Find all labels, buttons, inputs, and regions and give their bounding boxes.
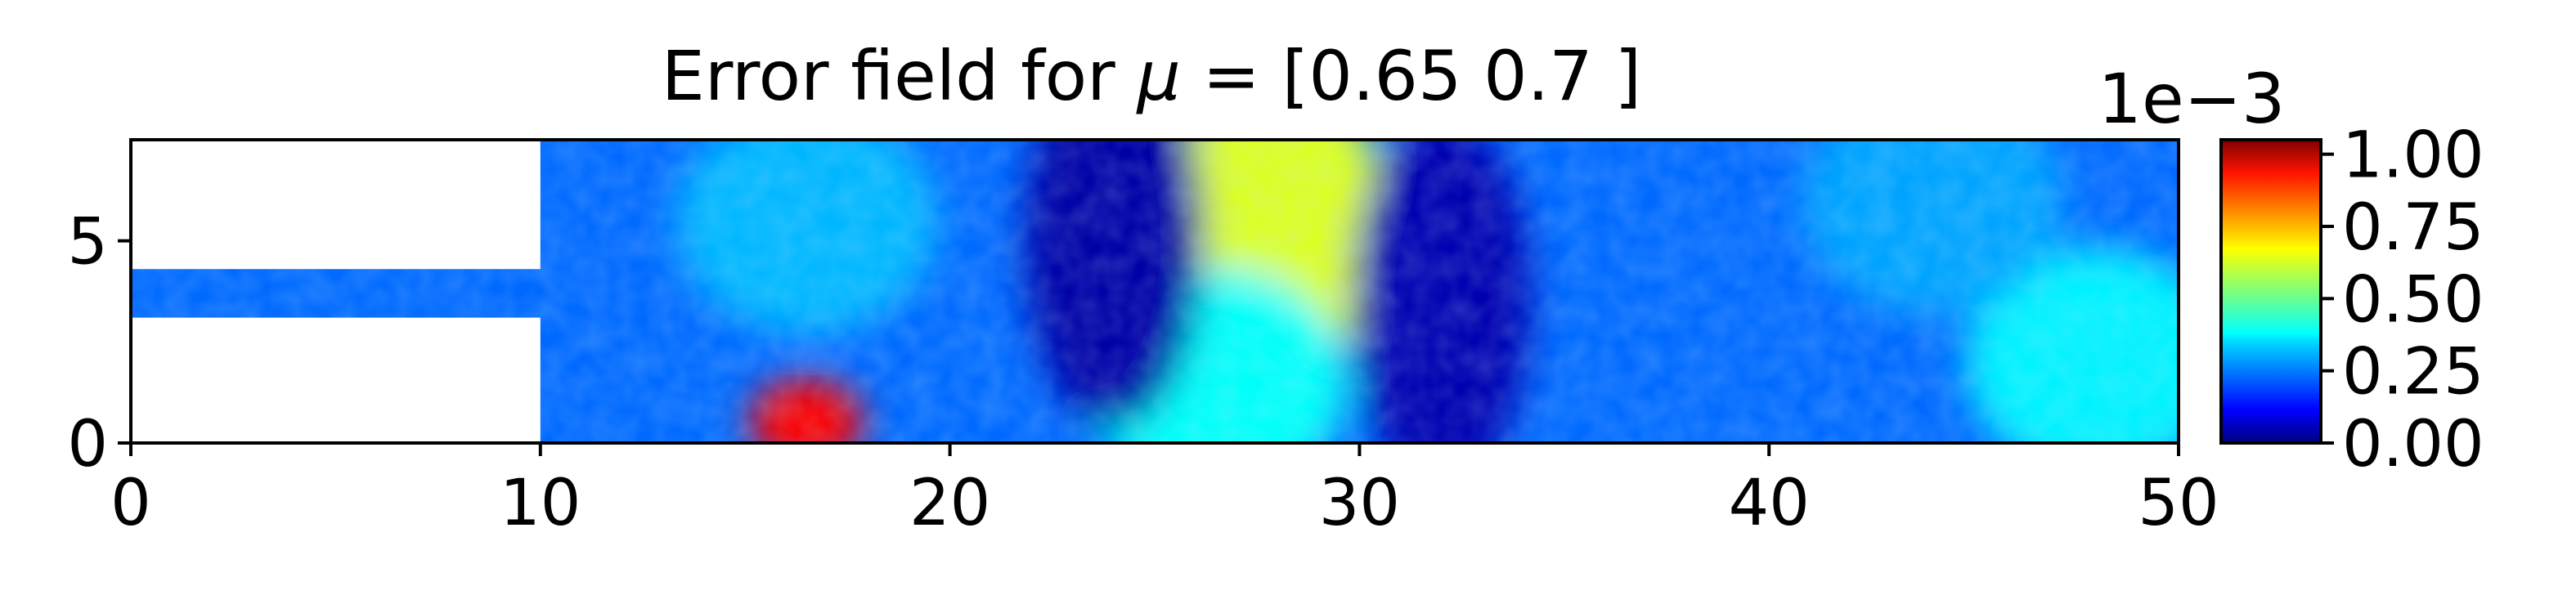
y-axis: 05 (67, 206, 131, 481)
colorbar-tick-label: 1.00 (2342, 119, 2484, 193)
y-tick-label: 5 (67, 206, 108, 280)
chart-title: Error field for μ = [0.65 0.7 ] (662, 36, 1641, 116)
x-tick-label: 40 (1729, 467, 1810, 540)
x-tick-label: 10 (500, 467, 581, 540)
x-tick-label: 50 (2138, 467, 2219, 540)
colorbar-tick-label: 0.25 (2342, 336, 2484, 409)
x-axis: 0 10 20 30 40 50 (110, 443, 2219, 540)
colorbar-tick-label: 0.00 (2342, 408, 2484, 481)
colorbar-tick-label: 0.75 (2342, 191, 2484, 265)
colorbar (2219, 138, 2322, 445)
x-tick-label: 20 (909, 467, 990, 540)
y-tick-label: 0 (67, 408, 108, 481)
x-tick-label: 0 (110, 467, 151, 540)
x-tick-label: 30 (1319, 467, 1400, 540)
colorbar-tick-label: 0.50 (2342, 263, 2484, 337)
error-field (131, 140, 2179, 443)
colorbar-scale-label: 1e−3 (2098, 59, 2286, 139)
colorbar-ticks: 0.000.250.500.751.00 (2321, 119, 2484, 481)
axes-frame (129, 138, 2180, 445)
field-texture (131, 140, 2179, 443)
